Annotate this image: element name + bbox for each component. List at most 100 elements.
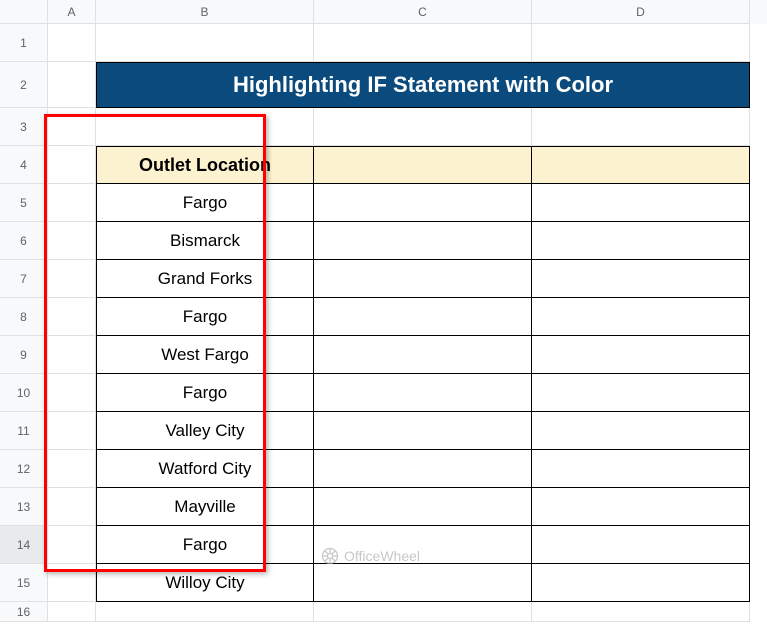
cell-a2[interactable] — [48, 62, 96, 108]
cell-c6[interactable] — [314, 222, 532, 260]
col-header-b[interactable]: B — [96, 0, 314, 24]
cell-c10[interactable] — [314, 374, 532, 412]
title-cell[interactable]: Highlighting IF Statement with Color — [96, 62, 750, 108]
row-15: Willoy City — [48, 564, 767, 602]
row-header-9[interactable]: 9 — [0, 336, 48, 374]
cell-b9[interactable]: West Fargo — [96, 336, 314, 374]
col-header-d[interactable]: D — [532, 0, 750, 24]
row-16 — [48, 602, 767, 622]
cell-a1[interactable] — [48, 24, 96, 62]
row-header-8[interactable]: 8 — [0, 298, 48, 336]
cell-c1[interactable] — [314, 24, 532, 62]
row-header-5[interactable]: 5 — [0, 184, 48, 222]
cell-a12[interactable] — [48, 450, 96, 488]
row-4: Outlet Location — [48, 146, 767, 184]
cell-d13[interactable] — [532, 488, 750, 526]
cell-c3[interactable] — [314, 108, 532, 146]
row-header-12[interactable]: 12 — [0, 450, 48, 488]
cell-b11[interactable]: Valley City — [96, 412, 314, 450]
row-7: Grand Forks — [48, 260, 767, 298]
cell-b8[interactable]: Fargo — [96, 298, 314, 336]
cell-b4-header[interactable]: Outlet Location — [96, 146, 314, 184]
row-header-14[interactable]: 14 — [0, 526, 48, 564]
row-header-6[interactable]: 6 — [0, 222, 48, 260]
row-13: Mayville — [48, 488, 767, 526]
row-3 — [48, 108, 767, 146]
cell-d8[interactable] — [532, 298, 750, 336]
row-header-15[interactable]: 15 — [0, 564, 48, 602]
row-8: Fargo — [48, 298, 767, 336]
row-1 — [48, 24, 767, 62]
cell-d15[interactable] — [532, 564, 750, 602]
cell-c7[interactable] — [314, 260, 532, 298]
cell-b14[interactable]: Fargo — [96, 526, 314, 564]
cell-d3[interactable] — [532, 108, 750, 146]
cell-a6[interactable] — [48, 222, 96, 260]
cell-a16[interactable] — [48, 602, 96, 622]
row-header-16[interactable]: 16 — [0, 602, 48, 622]
cell-a10[interactable] — [48, 374, 96, 412]
row-9: West Fargo — [48, 336, 767, 374]
cell-c15[interactable] — [314, 564, 532, 602]
cell-a4[interactable] — [48, 146, 96, 184]
cell-d11[interactable] — [532, 412, 750, 450]
cell-a14[interactable] — [48, 526, 96, 564]
cell-b3[interactable] — [96, 108, 314, 146]
cell-c14[interactable] — [314, 526, 532, 564]
row-headers: 1 2 3 4 5 6 7 8 9 10 11 12 13 14 15 16 — [0, 24, 48, 642]
cell-d1[interactable] — [532, 24, 750, 62]
cell-a13[interactable] — [48, 488, 96, 526]
cell-a3[interactable] — [48, 108, 96, 146]
col-header-a[interactable]: A — [48, 0, 96, 24]
row-header-1[interactable]: 1 — [0, 24, 48, 62]
cell-d7[interactable] — [532, 260, 750, 298]
row-header-2[interactable]: 2 — [0, 62, 48, 108]
cell-b16[interactable] — [96, 602, 314, 622]
cell-b6[interactable]: Bismarck — [96, 222, 314, 260]
row-header-13[interactable]: 13 — [0, 488, 48, 526]
cell-d4-header[interactable] — [532, 146, 750, 184]
select-all-corner[interactable] — [0, 0, 48, 24]
row-header-7[interactable]: 7 — [0, 260, 48, 298]
spreadsheet: A B C D 1 2 3 4 5 6 7 8 9 10 11 12 13 14… — [0, 0, 767, 642]
cell-c9[interactable] — [314, 336, 532, 374]
cell-c12[interactable] — [314, 450, 532, 488]
cell-b13[interactable]: Mayville — [96, 488, 314, 526]
row-5: Fargo — [48, 184, 767, 222]
row-2: Highlighting IF Statement with Color — [48, 62, 767, 108]
row-12: Watford City — [48, 450, 767, 488]
row-header-10[interactable]: 10 — [0, 374, 48, 412]
cell-b15[interactable]: Willoy City — [96, 564, 314, 602]
row-header-11[interactable]: 11 — [0, 412, 48, 450]
cell-b5[interactable]: Fargo — [96, 184, 314, 222]
cell-c5[interactable] — [314, 184, 532, 222]
cell-a9[interactable] — [48, 336, 96, 374]
cell-c16[interactable] — [314, 602, 532, 622]
cell-d6[interactable] — [532, 222, 750, 260]
cell-d10[interactable] — [532, 374, 750, 412]
row-header-3[interactable]: 3 — [0, 108, 48, 146]
cell-b12[interactable]: Watford City — [96, 450, 314, 488]
cell-c8[interactable] — [314, 298, 532, 336]
grid-body: 1 2 3 4 5 6 7 8 9 10 11 12 13 14 15 16 — [0, 24, 767, 642]
cell-a7[interactable] — [48, 260, 96, 298]
cell-d12[interactable] — [532, 450, 750, 488]
row-header-4[interactable]: 4 — [0, 146, 48, 184]
col-header-c[interactable]: C — [314, 0, 532, 24]
cell-c4-header[interactable] — [314, 146, 532, 184]
cell-a11[interactable] — [48, 412, 96, 450]
cell-a5[interactable] — [48, 184, 96, 222]
cell-b7[interactable]: Grand Forks — [96, 260, 314, 298]
cells-area: Highlighting IF Statement with Color Out… — [48, 24, 767, 642]
cell-b10[interactable]: Fargo — [96, 374, 314, 412]
cell-c11[interactable] — [314, 412, 532, 450]
cell-d16[interactable] — [532, 602, 750, 622]
cell-d14[interactable] — [532, 526, 750, 564]
cell-c13[interactable] — [314, 488, 532, 526]
cell-d9[interactable] — [532, 336, 750, 374]
cell-b1[interactable] — [96, 24, 314, 62]
column-headers: A B C D — [0, 0, 767, 24]
cell-a8[interactable] — [48, 298, 96, 336]
cell-d5[interactable] — [532, 184, 750, 222]
cell-a15[interactable] — [48, 564, 96, 602]
